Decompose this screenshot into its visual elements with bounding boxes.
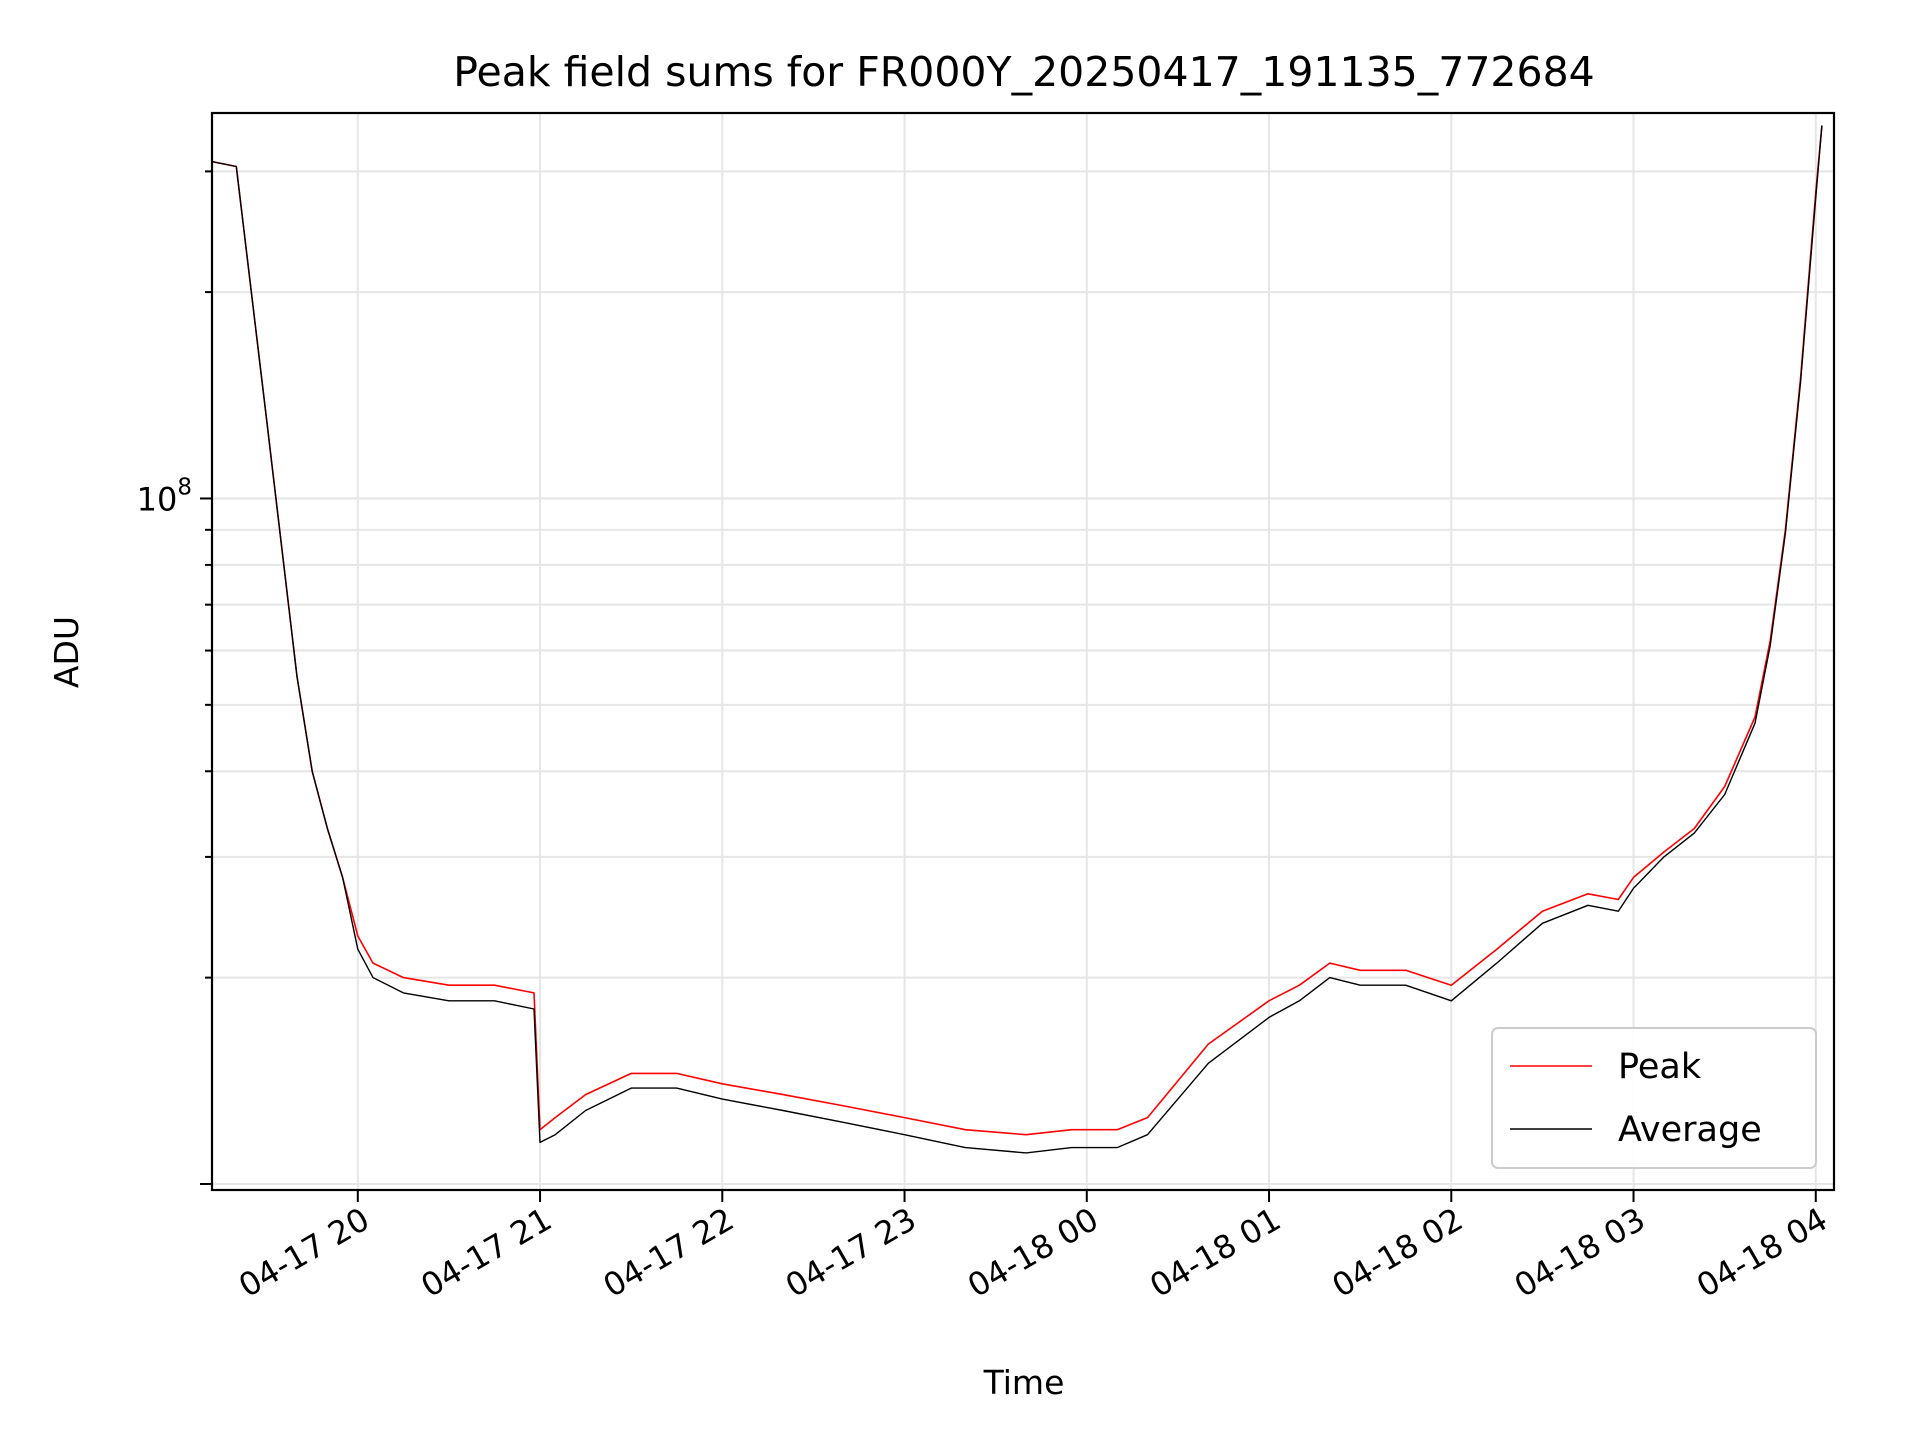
y-axis-label: ADU xyxy=(47,616,86,688)
legend-box xyxy=(1491,1027,1817,1169)
legend-label-peak: Peak xyxy=(1618,1047,1702,1087)
series-line-average xyxy=(211,125,1823,1154)
legend: Peak Average xyxy=(1491,1027,1817,1169)
legend-label-average: Average xyxy=(1618,1110,1762,1150)
x-axis-label: Time xyxy=(983,1363,1065,1402)
series-line-peak xyxy=(211,125,1823,1136)
grid-lines xyxy=(212,113,1834,1190)
chart-title: Peak field sums for FR000Y_20250417_1911… xyxy=(453,48,1595,96)
series-layer xyxy=(211,125,1823,1154)
